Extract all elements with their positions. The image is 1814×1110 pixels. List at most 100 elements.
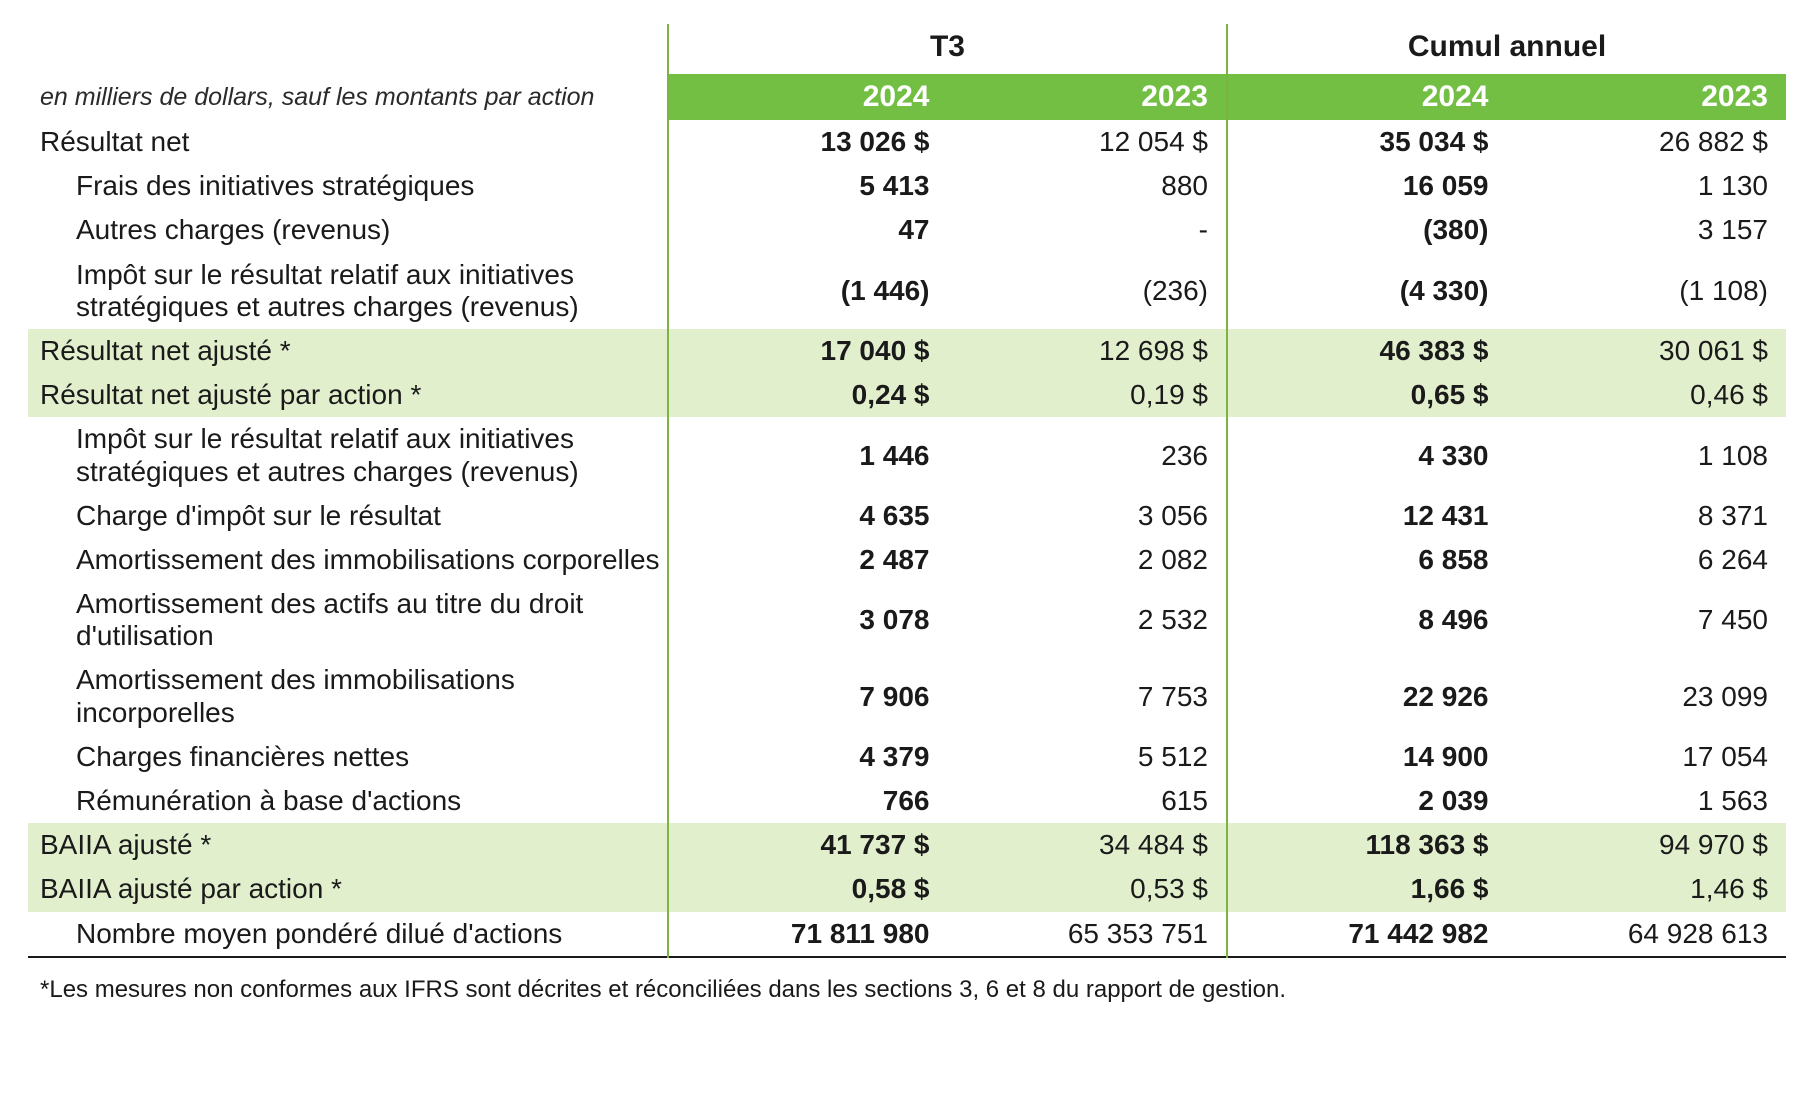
table-row: Résultat net ajusté par action *0,24 $0,… bbox=[28, 373, 1786, 417]
cell: 34 484 $ bbox=[948, 823, 1228, 867]
cell: 1 563 bbox=[1507, 779, 1787, 823]
row-label: BAIIA ajusté par action * bbox=[28, 867, 668, 911]
cell: 7 753 bbox=[948, 658, 1228, 734]
cell: 65 353 751 bbox=[948, 912, 1228, 957]
footnote: *Les mesures non conformes aux IFRS sont… bbox=[28, 958, 1786, 1004]
header-year-2: 2024 bbox=[1227, 74, 1507, 120]
cell: 30 061 $ bbox=[1507, 329, 1787, 373]
cell: 5 512 bbox=[948, 735, 1228, 779]
cell: (1 108) bbox=[1507, 253, 1787, 329]
cell: 880 bbox=[948, 164, 1228, 208]
cell: 7 906 bbox=[668, 658, 948, 734]
cell: 71 442 982 bbox=[1227, 912, 1507, 957]
cell: (380) bbox=[1227, 208, 1507, 252]
header-year-3: 2023 bbox=[1507, 74, 1787, 120]
row-label: Charge d'impôt sur le résultat bbox=[28, 494, 668, 538]
cell: 71 811 980 bbox=[668, 912, 948, 957]
cell: 1,46 $ bbox=[1507, 867, 1787, 911]
cell: 22 926 bbox=[1227, 658, 1507, 734]
cell: 14 900 bbox=[1227, 735, 1507, 779]
table-caption: en milliers de dollars, sauf les montant… bbox=[28, 74, 668, 120]
cell: 12 431 bbox=[1227, 494, 1507, 538]
cell: 0,58 $ bbox=[668, 867, 948, 911]
cell: (4 330) bbox=[1227, 253, 1507, 329]
cell: 1,66 $ bbox=[1227, 867, 1507, 911]
cell: 766 bbox=[668, 779, 948, 823]
row-label: Impôt sur le résultat relatif aux initia… bbox=[28, 253, 668, 329]
header-year-1: 2023 bbox=[948, 74, 1228, 120]
header-group-t3: T3 bbox=[668, 24, 1227, 74]
table-row: BAIIA ajusté par action *0,58 $0,53 $1,6… bbox=[28, 867, 1786, 911]
table-row: Charges financières nettes4 3795 51214 9… bbox=[28, 735, 1786, 779]
row-label: Charges financières nettes bbox=[28, 735, 668, 779]
financial-table-page: T3 Cumul annuel en milliers de dollars, … bbox=[0, 0, 1814, 1028]
row-label: BAIIA ajusté * bbox=[28, 823, 668, 867]
cell: 3 157 bbox=[1507, 208, 1787, 252]
table-row: Amortissement des immobilisations incorp… bbox=[28, 658, 1786, 734]
cell: 0,46 $ bbox=[1507, 373, 1787, 417]
table-row: Autres charges (revenus)47-(380)3 157 bbox=[28, 208, 1786, 252]
row-label: Résultat net ajusté * bbox=[28, 329, 668, 373]
header-group-row: T3 Cumul annuel bbox=[28, 24, 1786, 74]
cell: 7 450 bbox=[1507, 582, 1787, 658]
table-row: Rémunération à base d'actions7666152 039… bbox=[28, 779, 1786, 823]
cell: 23 099 bbox=[1507, 658, 1787, 734]
row-label: Frais des initiatives stratégiques bbox=[28, 164, 668, 208]
financial-table: T3 Cumul annuel en milliers de dollars, … bbox=[28, 24, 1786, 958]
table-row: BAIIA ajusté *41 737 $34 484 $118 363 $9… bbox=[28, 823, 1786, 867]
header-year-row: en milliers de dollars, sauf les montant… bbox=[28, 74, 1786, 120]
table-body: Résultat net13 026 $12 054 $35 034 $26 8… bbox=[28, 120, 1786, 957]
row-label: Rémunération à base d'actions bbox=[28, 779, 668, 823]
cell: 3 056 bbox=[948, 494, 1228, 538]
cell: 4 635 bbox=[668, 494, 948, 538]
row-label: Impôt sur le résultat relatif aux initia… bbox=[28, 417, 668, 493]
header-year-0: 2024 bbox=[668, 74, 948, 120]
cell: 2 082 bbox=[948, 538, 1228, 582]
table-row: Résultat net13 026 $12 054 $35 034 $26 8… bbox=[28, 120, 1786, 164]
cell: 16 059 bbox=[1227, 164, 1507, 208]
cell: 236 bbox=[948, 417, 1228, 493]
row-label: Résultat net bbox=[28, 120, 668, 164]
cell: 6 264 bbox=[1507, 538, 1787, 582]
cell: 2 487 bbox=[668, 538, 948, 582]
cell: 8 496 bbox=[1227, 582, 1507, 658]
cell: 26 882 $ bbox=[1507, 120, 1787, 164]
cell: (236) bbox=[948, 253, 1228, 329]
cell: 1 130 bbox=[1507, 164, 1787, 208]
cell: 615 bbox=[948, 779, 1228, 823]
cell: 118 363 $ bbox=[1227, 823, 1507, 867]
table-row: Impôt sur le résultat relatif aux initia… bbox=[28, 253, 1786, 329]
cell: 8 371 bbox=[1507, 494, 1787, 538]
cell: 2 039 bbox=[1227, 779, 1507, 823]
cell: 5 413 bbox=[668, 164, 948, 208]
row-label: Amortissement des actifs au titre du dro… bbox=[28, 582, 668, 658]
cell: 46 383 $ bbox=[1227, 329, 1507, 373]
cell: 12 054 $ bbox=[948, 120, 1228, 164]
table-row: Frais des initiatives stratégiques5 4138… bbox=[28, 164, 1786, 208]
cell: 0,19 $ bbox=[948, 373, 1228, 417]
cell: 2 532 bbox=[948, 582, 1228, 658]
row-label: Amortissement des immobilisations incorp… bbox=[28, 658, 668, 734]
cell: 0,53 $ bbox=[948, 867, 1228, 911]
row-label: Amortissement des immobilisations corpor… bbox=[28, 538, 668, 582]
table-row: Nombre moyen pondéré dilué d'actions71 8… bbox=[28, 912, 1786, 957]
cell: 35 034 $ bbox=[1227, 120, 1507, 164]
cell: 0,65 $ bbox=[1227, 373, 1507, 417]
row-label: Nombre moyen pondéré dilué d'actions bbox=[28, 912, 668, 957]
cell: 47 bbox=[668, 208, 948, 252]
cell: 1 446 bbox=[668, 417, 948, 493]
cell: 12 698 $ bbox=[948, 329, 1228, 373]
cell: (1 446) bbox=[668, 253, 948, 329]
table-row: Amortissement des immobilisations corpor… bbox=[28, 538, 1786, 582]
cell: 4 379 bbox=[668, 735, 948, 779]
row-label: Résultat net ajusté par action * bbox=[28, 373, 668, 417]
cell: 6 858 bbox=[1227, 538, 1507, 582]
table-row: Impôt sur le résultat relatif aux initia… bbox=[28, 417, 1786, 493]
cell: 1 108 bbox=[1507, 417, 1787, 493]
cell: 17 040 $ bbox=[668, 329, 948, 373]
table-row: Amortissement des actifs au titre du dro… bbox=[28, 582, 1786, 658]
table-row: Charge d'impôt sur le résultat4 6353 056… bbox=[28, 494, 1786, 538]
header-group-cumul: Cumul annuel bbox=[1227, 24, 1786, 74]
cell: - bbox=[948, 208, 1228, 252]
cell: 0,24 $ bbox=[668, 373, 948, 417]
